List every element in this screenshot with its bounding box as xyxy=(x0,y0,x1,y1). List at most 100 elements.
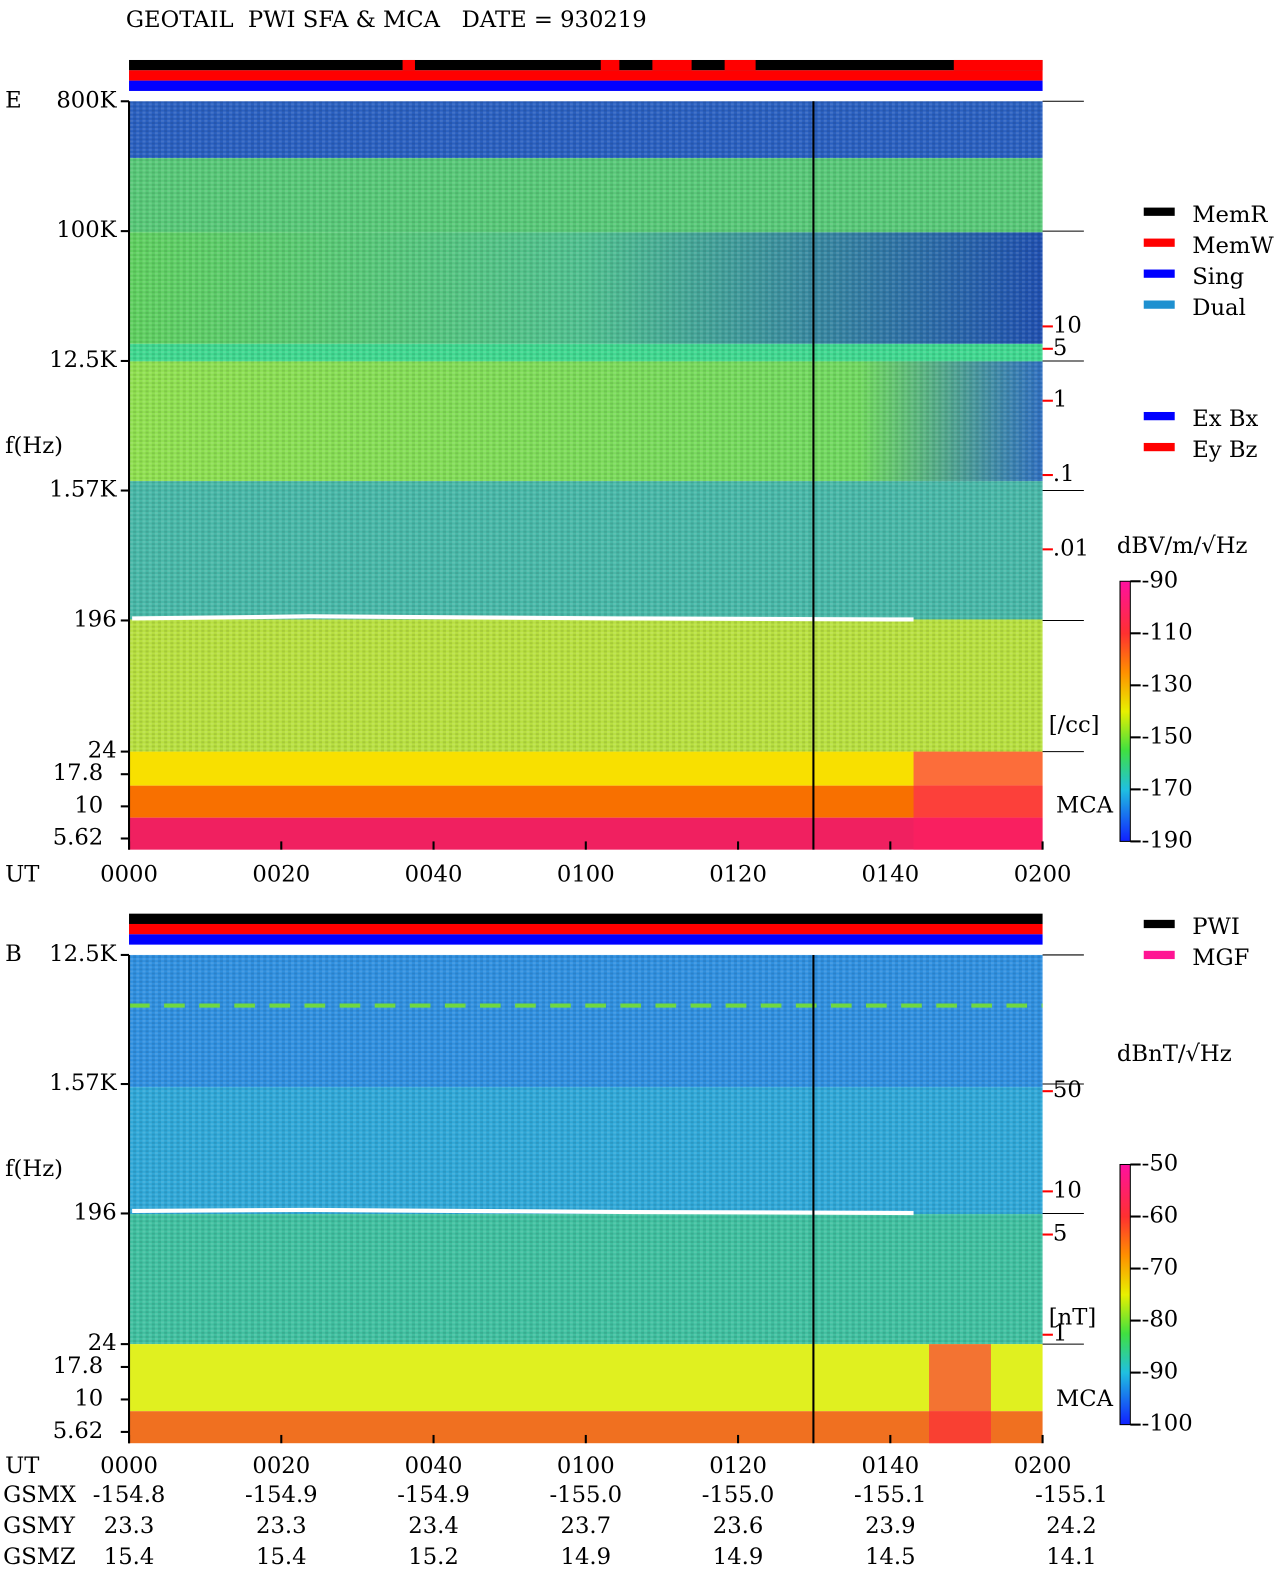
legend-label: Ex Bx xyxy=(1192,406,1258,432)
right-tick-label: 50 xyxy=(1053,1077,1082,1103)
colorbar-tick-label: -150 xyxy=(1142,723,1193,749)
right-unit-label: [nT] xyxy=(1049,1304,1096,1330)
colorbar-tick-label: -80 xyxy=(1142,1307,1179,1333)
x-tick-label: 0040 xyxy=(405,861,463,887)
legend-swatch xyxy=(1143,300,1175,309)
mca-tick-label: 17.8 xyxy=(53,760,104,786)
orbit-value: -155.0 xyxy=(702,1482,775,1508)
x-tick-label: 0040 xyxy=(405,1453,463,1479)
orbit-value: 14.1 xyxy=(1046,1544,1097,1570)
mca-tick-label: 5.62 xyxy=(53,1418,104,1444)
y-tick-label: 800K xyxy=(56,87,117,113)
y-tick-label: 100K xyxy=(56,217,117,243)
colorbar-tick-label: -70 xyxy=(1142,1255,1179,1281)
orbit-name: GSMX xyxy=(3,1482,77,1508)
orbit-value: 23.4 xyxy=(408,1513,459,1539)
spectrogram-e xyxy=(129,101,1043,850)
right-tick-label: 1 xyxy=(1053,387,1067,413)
orbit-value: -155.0 xyxy=(549,1482,622,1508)
x-tick-label: 0100 xyxy=(557,1453,615,1479)
colorbar-tick-label: -190 xyxy=(1142,827,1193,853)
y-axis-label: f(Hz) xyxy=(5,433,63,459)
legend-swatch xyxy=(1143,411,1175,421)
orbit-value: -155.1 xyxy=(854,1482,927,1508)
y-tick-label: 196 xyxy=(73,606,116,632)
chart-title: GEOTAIL PWI SFA & MCA DATE = 930219 xyxy=(126,7,647,33)
x-tick-label: 0140 xyxy=(861,861,919,887)
x-axis-label: UT xyxy=(5,1453,39,1479)
y-tick-label: 1.57K xyxy=(49,477,118,503)
legend-label: Dual xyxy=(1192,295,1246,321)
colorbar-tick-label: -90 xyxy=(1142,567,1179,593)
orbit-value: 23.7 xyxy=(561,1513,612,1539)
mca-label: MCA xyxy=(1056,792,1114,818)
x-tick-label: 0020 xyxy=(252,1453,310,1479)
orbit-value: 14.9 xyxy=(713,1544,764,1570)
orbit-value: 23.6 xyxy=(713,1513,764,1539)
orbit-value: -155.1 xyxy=(1035,1482,1108,1508)
x-tick-label: 0120 xyxy=(709,861,767,887)
y-tick-label: 1.57K xyxy=(49,1070,118,1096)
status-bars-b xyxy=(129,913,1043,945)
y-tick-label: 12.5K xyxy=(49,347,118,373)
x-tick-label: 0100 xyxy=(557,861,615,887)
x-tick-label: 0000 xyxy=(100,861,158,887)
right-unit-label: [/cc] xyxy=(1049,712,1100,738)
orbit-value: 14.5 xyxy=(865,1544,916,1570)
legend-swatch xyxy=(1143,950,1175,960)
right-tick-label: 1 xyxy=(1053,1321,1067,1347)
mca-tick-label: 5.62 xyxy=(53,824,104,850)
legend-swatch xyxy=(1143,207,1175,216)
y-tick-label: 24 xyxy=(88,1330,117,1356)
colorbar-tick-label: -50 xyxy=(1142,1151,1179,1177)
colorbar-tick-label: -60 xyxy=(1142,1203,1179,1229)
legend-label: MemW xyxy=(1192,233,1274,259)
x-tick-label: 0200 xyxy=(1014,861,1072,887)
right-tick-label: .1 xyxy=(1053,461,1075,487)
legend-label: PWI xyxy=(1192,914,1240,940)
x-tick-label: 0000 xyxy=(100,1453,158,1479)
x-tick-label: 0200 xyxy=(1014,1453,1072,1479)
orbit-value: 23.3 xyxy=(256,1513,307,1539)
legend-label: MemR xyxy=(1192,202,1268,228)
x-tick-label: 0120 xyxy=(709,1453,767,1479)
mca-label: MCA xyxy=(1056,1386,1114,1412)
right-tick-label: 5 xyxy=(1053,1221,1067,1247)
colorbar-label: dBV/m/√Hz xyxy=(1117,533,1248,559)
orbit-value: 14.9 xyxy=(561,1544,612,1570)
legend-swatch xyxy=(1143,269,1175,278)
mca-tick-label: 10 xyxy=(74,792,103,818)
legend-label: Ey Bz xyxy=(1192,437,1257,463)
y-tick-label: 196 xyxy=(73,1199,116,1225)
orbit-name: GSMZ xyxy=(3,1544,76,1570)
right-tick-label: 10 xyxy=(1053,1177,1082,1203)
status-bars-e xyxy=(129,59,1043,91)
y-tick-label: 24 xyxy=(88,738,117,764)
colorbar xyxy=(1119,1163,1131,1426)
orbit-name: GSMY xyxy=(3,1513,76,1539)
orbit-value: 23.3 xyxy=(104,1513,155,1539)
orbit-value: 23.9 xyxy=(865,1513,916,1539)
orbit-value: 15.4 xyxy=(256,1544,307,1570)
colorbar-tick-label: -90 xyxy=(1142,1359,1179,1385)
y-tick-label: 12.5K xyxy=(49,941,118,967)
colorbar-tick-label: -170 xyxy=(1142,775,1193,801)
orbit-value: 15.2 xyxy=(408,1544,459,1570)
right-tick-label: .01 xyxy=(1053,535,1089,561)
x-tick-label: 0020 xyxy=(252,861,310,887)
orbit-value: -154.9 xyxy=(245,1482,318,1508)
colorbar-tick-label: -100 xyxy=(1142,1411,1193,1437)
right-tick-label: 10 xyxy=(1053,312,1082,338)
orbit-value: 24.2 xyxy=(1046,1513,1097,1539)
orbit-value: -154.9 xyxy=(397,1482,470,1508)
panel-label: B xyxy=(5,941,22,967)
orbit-value: 15.4 xyxy=(104,1544,155,1570)
colorbar-label: dBnT/√Hz xyxy=(1117,1041,1232,1067)
legend-swatch xyxy=(1143,919,1175,929)
right-tick-label: 5 xyxy=(1053,335,1067,361)
panel-label: E xyxy=(5,87,22,113)
x-axis-label: UT xyxy=(5,861,39,887)
legend-label: Sing xyxy=(1192,264,1244,290)
legend-swatch xyxy=(1143,442,1175,452)
